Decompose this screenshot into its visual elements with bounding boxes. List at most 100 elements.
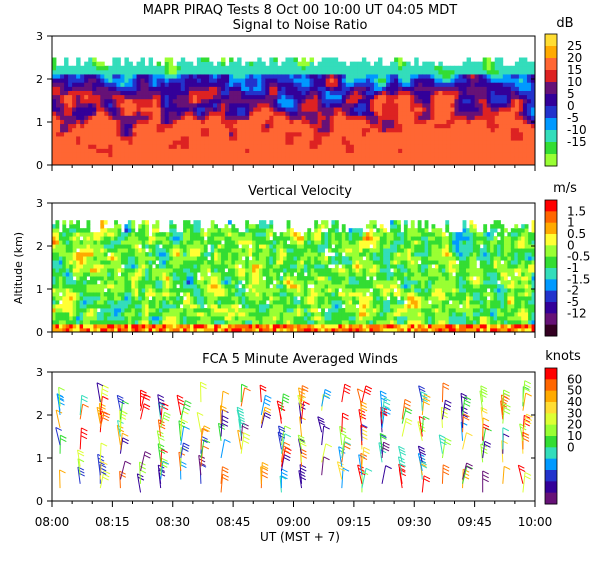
velocity-cell — [287, 248, 291, 252]
snr-cell — [475, 132, 479, 137]
snr-cell — [442, 91, 446, 96]
snr-cell — [173, 107, 177, 112]
snr-cell — [511, 107, 515, 112]
velocity-cell — [252, 316, 256, 320]
snr-cell — [209, 120, 213, 125]
velocity-cell — [107, 272, 111, 276]
velocity-cell — [131, 252, 135, 256]
snr-cell — [108, 132, 112, 137]
velocity-cell — [169, 276, 173, 280]
snr-cell — [523, 115, 527, 120]
colorbar-swatch — [545, 130, 557, 143]
velocity-cell — [173, 224, 177, 228]
velocity-cell — [145, 240, 149, 244]
velocity-cell — [287, 220, 291, 224]
snr-cell — [406, 66, 410, 71]
velocity-cell — [114, 272, 118, 276]
velocity-cell — [276, 312, 280, 316]
snr-cell — [149, 78, 153, 83]
snr-cell — [273, 82, 277, 87]
snr-cell — [495, 144, 499, 149]
snr-cell — [459, 148, 463, 153]
snr-cell — [112, 78, 116, 83]
velocity-cell — [131, 312, 135, 316]
snr-cell — [233, 115, 237, 120]
snr-cell — [128, 91, 132, 96]
velocity-cell — [262, 280, 266, 284]
velocity-cell — [221, 312, 225, 316]
velocity-cell — [59, 256, 63, 260]
snr-cell — [241, 99, 245, 104]
snr-cell — [116, 128, 120, 133]
snr-cell — [60, 99, 64, 104]
snr-cell — [442, 95, 446, 100]
snr-cell — [72, 99, 76, 104]
snr-cell — [237, 157, 241, 162]
velocity-cell — [187, 240, 191, 244]
velocity-cell — [269, 240, 273, 244]
velocity-cell — [118, 252, 122, 256]
velocity-cell — [231, 260, 235, 264]
snr-cell — [261, 70, 265, 75]
velocity-cell — [169, 288, 173, 292]
snr-cell — [366, 111, 370, 116]
velocity-cell — [297, 280, 301, 284]
velocity-cell — [294, 292, 298, 296]
snr-cell — [523, 58, 527, 63]
velocity-cell — [131, 256, 135, 260]
snr-cell — [213, 82, 217, 87]
snr-cell — [414, 128, 418, 133]
snr-cell — [56, 124, 60, 129]
velocity-cell — [80, 296, 84, 300]
snr-cell — [60, 86, 64, 91]
velocity-cell — [107, 276, 111, 280]
velocity-cell — [166, 248, 170, 252]
velocity-cell — [242, 252, 246, 256]
velocity-cell — [300, 300, 304, 304]
snr-cell — [205, 99, 209, 104]
snr-cell — [96, 86, 100, 91]
velocity-cell — [187, 224, 191, 228]
snr-cell — [153, 70, 157, 75]
velocity-cell — [62, 252, 66, 256]
snr-cell — [145, 66, 149, 71]
velocity-cell — [55, 240, 59, 244]
velocity-cell — [204, 308, 208, 312]
snr-cell — [318, 66, 322, 71]
snr-cell — [197, 153, 201, 158]
snr-cell — [64, 120, 68, 125]
snr-cell — [422, 99, 426, 104]
snr-cell — [128, 82, 132, 87]
snr-cell — [229, 62, 233, 67]
snr-cell — [479, 111, 483, 116]
snr-cell — [511, 144, 515, 149]
velocity-cell — [111, 312, 115, 316]
velocity-cell — [259, 240, 263, 244]
snr-cell — [322, 91, 326, 96]
velocity-cell — [235, 284, 239, 288]
snr-cell — [96, 78, 100, 83]
snr-cell — [173, 115, 177, 120]
snr-cell — [165, 86, 169, 91]
snr-cell — [157, 148, 161, 153]
snr-cell — [253, 124, 257, 129]
snr-cell — [366, 115, 370, 120]
snr-cell — [318, 103, 322, 108]
snr-cell — [438, 115, 442, 120]
snr-cell — [418, 148, 422, 153]
snr-cell — [116, 70, 120, 75]
snr-cell — [229, 153, 233, 158]
snr-cell — [189, 128, 193, 133]
snr-cell — [330, 148, 334, 153]
velocity-cell — [76, 272, 80, 276]
snr-cell — [245, 148, 249, 153]
velocity-cell — [266, 296, 270, 300]
velocity-cell — [231, 256, 235, 260]
velocity-cell — [283, 276, 287, 280]
snr-cell — [334, 103, 338, 108]
snr-cell — [455, 148, 459, 153]
snr-cell — [354, 103, 358, 108]
snr-cell — [76, 157, 80, 162]
snr-cell — [322, 140, 326, 145]
velocity-cell — [200, 228, 204, 232]
